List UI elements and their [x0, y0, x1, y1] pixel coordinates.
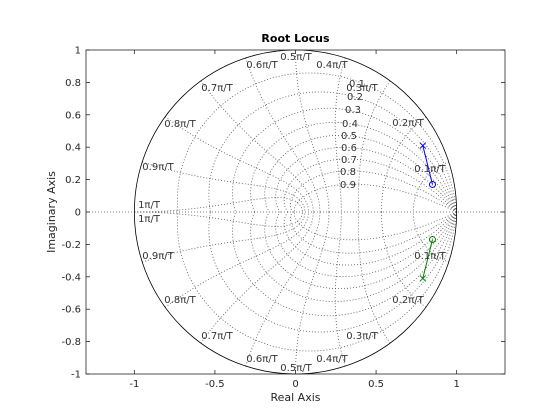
- y-tick-label: 0: [75, 208, 81, 219]
- wn-curve: [142, 211, 306, 263]
- wn-label-lower: 0.8π/T: [164, 295, 196, 306]
- wn-curve: [295, 49, 330, 213]
- x-tick-label: 0: [292, 379, 298, 390]
- zeta-curve: [294, 183, 457, 213]
- wn-label-upper: 1π/T: [138, 200, 161, 211]
- wn-curve: [412, 211, 449, 263]
- x-axis-label: Real Axis: [270, 391, 320, 404]
- wn-label-lower: 1π/T: [138, 214, 161, 225]
- wn-label-lower: 0.1π/T: [414, 251, 446, 262]
- pole-marker: [419, 142, 427, 149]
- zeta-label: 0.6: [341, 143, 357, 154]
- wn-curve: [164, 211, 309, 308]
- wn-label-lower: 0.4π/T: [316, 354, 348, 365]
- zeta-curve: [232, 107, 458, 213]
- axes-box: -1 -0.5 0 0.5 1 1 0.8 0.6 0.4 0.2 0 -0.2 -0.4 -0.6 -0.…: [61, 46, 506, 390]
- zeta-label: 0.8: [340, 167, 356, 178]
- wn-curve: [412, 161, 449, 213]
- wn-label-lower: 0.6π/T: [246, 354, 278, 365]
- y-tick-label: -0.6: [61, 305, 81, 316]
- wn-label-upper: 0.2π/T: [392, 118, 424, 129]
- wn-curve: [200, 80, 314, 213]
- wn-label-upper: 0.4π/T: [316, 60, 348, 71]
- chart-title: Root Locus: [261, 32, 330, 45]
- wn-curve: [164, 116, 309, 213]
- y-tick-label: 0.6: [65, 110, 81, 121]
- zeta-label: 0.9: [340, 180, 356, 191]
- wn-curve: [381, 116, 427, 213]
- y-tick-label: 0.8: [65, 78, 81, 89]
- wn-curve: [381, 211, 427, 308]
- wn-label-lower: 0.3π/T: [346, 331, 378, 342]
- zeta-label: 0.3: [345, 105, 361, 116]
- y-tick-label: 0.4: [65, 143, 81, 154]
- zeta-curve: [275, 146, 457, 213]
- pole-marker: [419, 275, 427, 282]
- x-tick-label: 1: [453, 379, 459, 390]
- y-axis-label: Imaginary Axis: [45, 171, 58, 253]
- zeta-curve: [275, 211, 457, 278]
- zeta-curve: [294, 211, 457, 241]
- wn-curve: [334, 57, 346, 213]
- wn-label-upper: 0.3π/T: [346, 83, 378, 94]
- y-tick-label: -0.8: [61, 337, 81, 348]
- wn-label-upper: 0.1π/T: [414, 164, 446, 175]
- zero-marker: [428, 180, 436, 188]
- axes-frame: [85, 49, 506, 375]
- zeta-curve: [208, 211, 458, 333]
- y-tick-label: -0.4: [61, 272, 81, 283]
- zeta-label: 0.7: [341, 155, 357, 166]
- x-tick-label: 0.5: [368, 379, 384, 390]
- y-tick-label: -1: [71, 370, 81, 381]
- zeta-curve: [264, 211, 457, 290]
- wn-curve: [334, 211, 346, 367]
- y-tick-label: 1: [75, 46, 81, 57]
- y-tick-label: 0.2: [65, 175, 81, 186]
- zeta-label: 0.4: [342, 119, 358, 130]
- wn-label-upper: 0.8π/T: [164, 119, 196, 130]
- wn-label-lower: 0.7π/T: [201, 331, 233, 342]
- wn-label-upper: 0.7π/T: [201, 83, 233, 94]
- y-tick-label: -0.2: [61, 240, 81, 251]
- locus-branches: [419, 142, 436, 282]
- wn-curve: [245, 57, 321, 213]
- locus-branch-1: [422, 145, 433, 185]
- wn-label-lower: 0.9π/T: [142, 251, 174, 262]
- wn-label-upper: 0.6π/T: [246, 60, 278, 71]
- wn-curve: [357, 211, 391, 344]
- locus-branch-2: [422, 239, 433, 279]
- wn-curve: [245, 211, 321, 367]
- zeta-curve: [208, 91, 458, 213]
- grid-labels: 0.1 0.2 0.3 0.40.50.60.70.8 0.9 0.5π/T 0.4π/T 0…: [138, 52, 447, 374]
- wn-curve: [142, 161, 306, 213]
- zeta-wn-grid: [86, 49, 505, 375]
- x-tick-label: -1: [129, 379, 139, 390]
- zeta-curve: [232, 211, 458, 317]
- x-tick-label: -0.5: [205, 379, 225, 390]
- zeta-curve: [264, 134, 457, 213]
- zeta-curve: [290, 170, 457, 213]
- wn-curve: [357, 80, 391, 213]
- zeta-label: 0.1: [349, 79, 365, 90]
- wn-curve: [200, 211, 314, 344]
- zeta-label: 0.5: [341, 131, 357, 142]
- wn-curve: [295, 211, 330, 375]
- wn-label-upper: 0.9π/T: [142, 162, 174, 173]
- zero-marker: [428, 236, 436, 244]
- wn-label-lower: 0.2π/T: [392, 295, 424, 306]
- wn-label-lower: 0.5π/T: [280, 363, 312, 374]
- zeta-label: 0.2: [347, 92, 363, 103]
- zeta-curve: [290, 211, 457, 254]
- wn-label-upper: 0.5π/T: [280, 52, 312, 63]
